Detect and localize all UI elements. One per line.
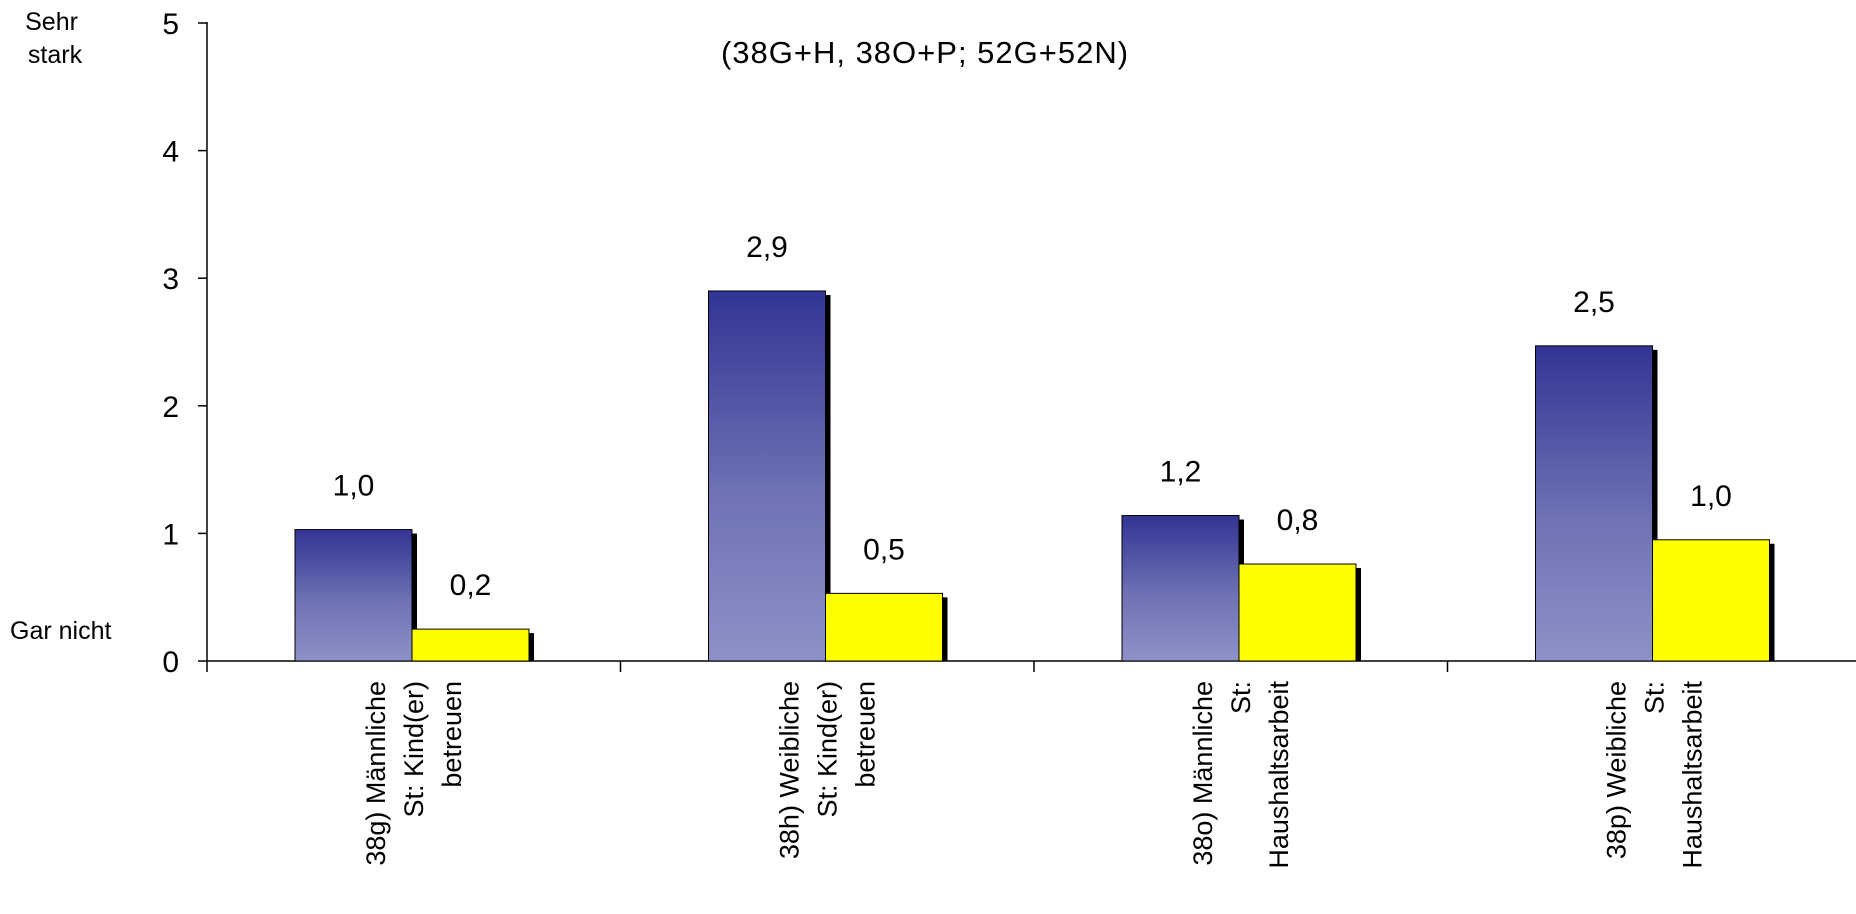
category-label: St: Kind(er) (813, 681, 843, 818)
labels: 1,0 0,2 38g) Männliche St: Kind(er) betreuen… (333, 231, 1732, 869)
category-label: St: (1226, 681, 1256, 714)
category-label: Haushaltsarbeit (1678, 681, 1708, 869)
category-label: 38p) Weibliche (1602, 681, 1632, 859)
data-label: 0,8 (1277, 504, 1319, 537)
data-label: 0,5 (863, 533, 905, 566)
y-label-bottom: Gar nicht (10, 617, 111, 645)
bar-series-1 (294, 529, 413, 662)
chart-subtitle: (38G+H, 38O+P; 52G+52N) (721, 35, 1129, 70)
y-tick-label: 2 (162, 391, 179, 424)
category-label: Haushaltsarbeit (1264, 681, 1294, 869)
bar-series-1 (1535, 345, 1653, 662)
data-label: 0,2 (450, 569, 492, 602)
y-label-top-line: stark (28, 41, 83, 69)
data-label: 1,0 (333, 470, 375, 503)
data-label: 2,9 (746, 231, 788, 264)
bar-series-1 (1121, 515, 1240, 662)
y-label-top-line: Sehr (25, 8, 78, 36)
y-tick-label: 4 (162, 136, 179, 169)
data-label: 2,5 (1573, 286, 1615, 319)
category-label: 38g) Männliche (361, 681, 391, 866)
bar-series-2 (825, 592, 943, 662)
bar-series-2 (1238, 563, 1357, 662)
y-tick-label: 1 (162, 518, 179, 551)
bar-series-2 (1652, 539, 1770, 662)
category-label: betreuen (851, 681, 881, 788)
data-label: 1,2 (1160, 456, 1202, 489)
bars (294, 290, 1775, 662)
category-label: 38o) Männliche (1188, 681, 1218, 866)
category-label: betreuen (437, 681, 467, 788)
y-tick-label: 5 (162, 8, 179, 41)
data-label: 1,0 (1690, 480, 1732, 513)
bar-series-1 (708, 290, 826, 662)
category-label: St: (1640, 681, 1670, 714)
y-label-top: Sehr stark (25, 8, 85, 69)
bar-series-2 (411, 628, 530, 662)
category-label: 38h) Weibliche (775, 681, 805, 859)
y-tick-label: 3 (162, 263, 179, 296)
category-label: St: Kind(er) (399, 681, 429, 818)
y-tick-label: 0 (162, 646, 179, 679)
